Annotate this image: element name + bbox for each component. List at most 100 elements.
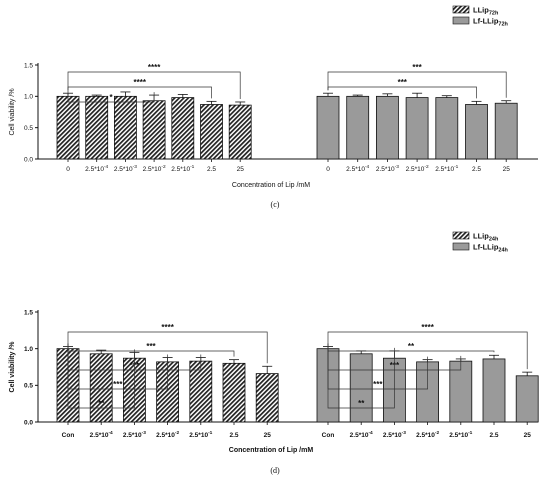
- x-tick-base: 2.5: [472, 166, 481, 173]
- bar: [349, 353, 373, 423]
- x-tick-label: 2.5*10-2: [406, 164, 429, 173]
- x-tick-base: 0: [326, 166, 330, 173]
- x-tick-label: 2.5*10-1: [189, 430, 212, 439]
- bar: [465, 104, 488, 160]
- x-tick-exponent: -1: [208, 430, 213, 436]
- x-tick-exponent: -4: [108, 430, 113, 436]
- bar: [346, 95, 370, 160]
- x-tick-base: 2.5*10: [90, 432, 109, 439]
- x-tick-base: 2.5*10: [376, 166, 395, 173]
- significance-bracket: [67, 71, 241, 99]
- y-tick-label: 1.0: [24, 346, 33, 353]
- x-tick-label: 2.5*10-3: [123, 430, 146, 439]
- x-tick-base: 25: [503, 166, 511, 173]
- x-tick-base: 25: [264, 432, 272, 439]
- legend-swatch: [452, 5, 470, 14]
- x-tick-exponent: -3: [395, 164, 400, 170]
- significance-stars: ****: [421, 323, 434, 332]
- significance-stars: ***: [146, 342, 156, 351]
- x-tick-base: 2.5: [229, 432, 238, 439]
- bar: [222, 362, 246, 423]
- bar: [228, 104, 252, 160]
- legend-label: LLip24h: [473, 232, 499, 243]
- bar: [56, 95, 80, 160]
- x-tick-exponent: -4: [368, 430, 373, 436]
- x-tick-base: 2.5*10: [416, 432, 435, 439]
- significance-bracket: [67, 343, 135, 409]
- y-tick-label: 1.5: [24, 309, 33, 316]
- legend-label: Lf-LLip72h: [473, 17, 509, 28]
- significance-stars: **: [358, 399, 365, 408]
- bar: [515, 375, 539, 423]
- significance-stars: ***: [130, 361, 140, 370]
- y-tick-label: 0.0: [24, 156, 33, 163]
- x-tick-base: 2.5*10: [449, 432, 468, 439]
- significance-bracket: [327, 86, 477, 99]
- x-tick-exponent: -2: [161, 164, 166, 170]
- x-tick-exponent: -1: [468, 430, 473, 436]
- x-tick-base: 25: [237, 166, 245, 173]
- significance-stars: ***: [390, 361, 400, 370]
- y-tick-label: 0.5: [24, 125, 33, 132]
- legend-subscript: 72h: [489, 11, 499, 17]
- x-tick-base: Con: [62, 432, 75, 439]
- x-tick-base: 25: [524, 432, 532, 439]
- x-tick-label: 2.5: [472, 166, 481, 173]
- significance-stars: **: [98, 399, 105, 408]
- x-tick-exponent: -1: [454, 164, 459, 170]
- x-tick-label: 0: [326, 166, 330, 173]
- x-tick-label: 2.5*10-1: [171, 164, 194, 173]
- legend-label: Lf-LLip24h: [473, 243, 509, 254]
- y-axis-title: Cell viability /%: [9, 341, 16, 393]
- legend-subscript: 24h: [498, 248, 508, 254]
- x-tick-label: 0: [66, 166, 70, 173]
- bar: [171, 97, 195, 160]
- significance-stars: ***: [373, 380, 383, 389]
- x-tick-label: 2.5*10-1: [449, 430, 472, 439]
- y-tick-label: 1.5: [24, 62, 33, 69]
- significance-bracket: [327, 331, 528, 370]
- x-tick-exponent: -4: [104, 164, 109, 170]
- significance-bracket: [67, 331, 268, 364]
- x-tick-exponent: -3: [142, 430, 147, 436]
- x-tick-label: Con: [322, 432, 335, 439]
- x-tick-label: 25: [264, 432, 272, 439]
- bar: [482, 358, 506, 423]
- x-tick-label: 2.5*10-3: [383, 430, 406, 439]
- bar: [114, 95, 137, 160]
- significance-stars: ****: [148, 63, 161, 72]
- significance-stars: ***: [113, 380, 123, 389]
- legend-swatch: [452, 231, 470, 240]
- x-tick-label: 2.5: [229, 432, 238, 439]
- significance-stars: ***: [412, 63, 422, 72]
- x-tick-exponent: -3: [133, 164, 138, 170]
- x-tick-base: 2.5*10: [156, 432, 175, 439]
- x-tick-base: 2.5: [207, 166, 216, 173]
- x-tick-exponent: -4: [365, 164, 370, 170]
- significance-bracket: [67, 86, 212, 99]
- legend-base: LLip: [473, 232, 489, 241]
- x-tick-label: 2.5*10-3: [376, 164, 399, 173]
- bar: [85, 95, 109, 160]
- x-tick-label: 25: [524, 432, 532, 439]
- panel-caption: (d): [270, 466, 280, 475]
- significance-bracket: [67, 90, 155, 103]
- x-tick-label: 2.5*10-1: [435, 164, 458, 173]
- x-tick-base: Con: [322, 432, 335, 439]
- x-tick-base: 2.5*10: [114, 166, 133, 173]
- x-axis-title: Concentration of Lip /mM: [229, 447, 314, 454]
- bar: [316, 95, 340, 160]
- legend-swatch: [452, 242, 470, 251]
- y-axis-title: Cell viability /%: [9, 88, 16, 135]
- y-tick-label: 0.5: [24, 383, 33, 390]
- x-tick-label: 2.5*10-4: [85, 164, 108, 173]
- significance-stars: **: [408, 342, 415, 351]
- x-tick-base: 2.5*10: [383, 432, 402, 439]
- legend-swatch: [452, 16, 470, 25]
- x-tick-label: 2.5*10-4: [346, 164, 369, 173]
- x-tick-base: 0: [66, 166, 70, 173]
- significance-stars: ****: [134, 78, 147, 87]
- significance-bracket: [327, 343, 395, 409]
- legend-subscript: 72h: [498, 22, 508, 28]
